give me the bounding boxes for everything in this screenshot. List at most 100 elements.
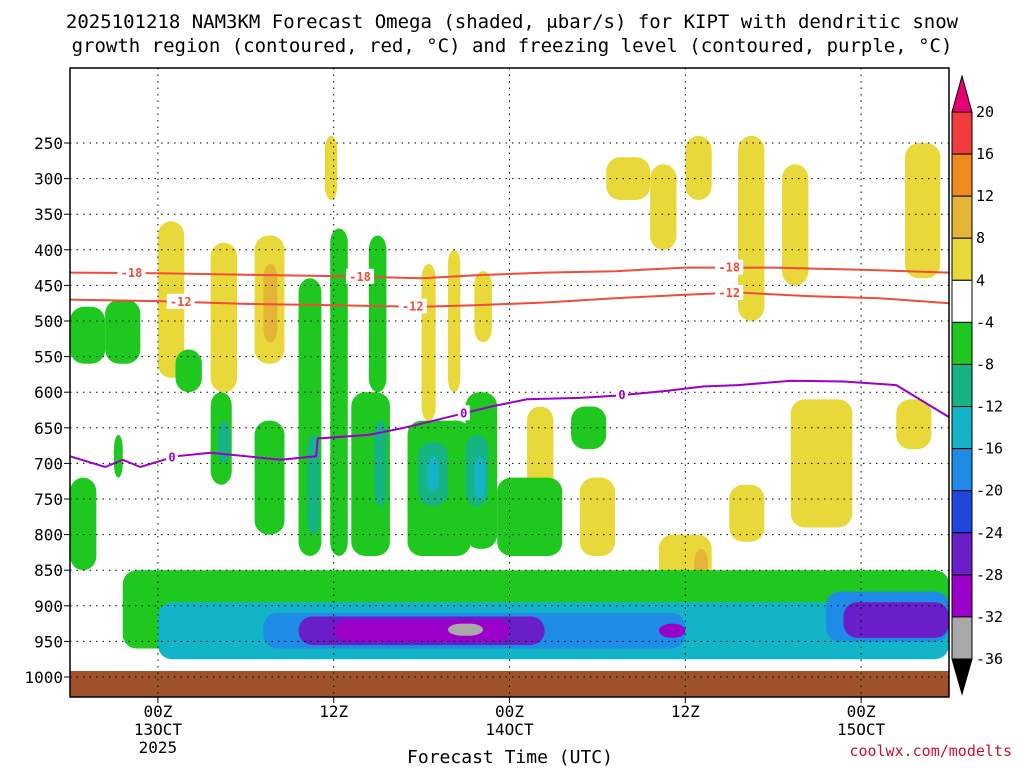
omega-region-neg28 bbox=[333, 620, 510, 642]
omega-region-pos4 bbox=[210, 242, 238, 393]
omega-region-neg4 bbox=[175, 349, 202, 393]
xtick-year-0: 2025 bbox=[139, 738, 178, 757]
zero-isotherm-line bbox=[70, 379, 949, 469]
omega-region-neg4 bbox=[105, 299, 141, 364]
colorbar-box-3 bbox=[951, 195, 973, 239]
colorbar-label: -24 bbox=[976, 524, 1003, 542]
omega-region-neg4 bbox=[497, 477, 563, 556]
contour-layer bbox=[70, 266, 949, 469]
colorbar-label: 20 bbox=[976, 103, 994, 121]
chart-title-line2: growth region (contoured, red, °C) and f… bbox=[72, 35, 953, 57]
xtick-label-0: 00Z bbox=[143, 702, 172, 721]
xtick-date-2: 14OCT bbox=[485, 720, 534, 739]
colorbar-label: -12 bbox=[976, 398, 1003, 416]
omega-region-neg4 bbox=[330, 228, 348, 556]
omega-shading-layer bbox=[70, 135, 949, 660]
minus-12-isotherm-label-bg bbox=[398, 298, 427, 314]
x-axis-title: Forecast Time (UTC) bbox=[407, 747, 613, 768]
contour-labels: -18 -18 -18 -12 -12 -12 0 0 0 bbox=[117, 259, 744, 465]
colorbar-box-8 bbox=[951, 406, 973, 450]
pressure-axis: 250 300 350 400 450 500 550 600 650 700 750 800 850 9… bbox=[24, 134, 70, 687]
xtick-label-4: 00Z bbox=[847, 702, 876, 721]
xtick-label-1: 12Z bbox=[319, 702, 348, 721]
zero-isotherm-label-bg bbox=[616, 387, 629, 403]
colorbar-box-2 bbox=[951, 153, 973, 197]
omega-region-pos4 bbox=[790, 399, 853, 528]
ytick-label-700: 700 bbox=[34, 454, 63, 473]
omega-region-pos4 bbox=[421, 264, 436, 421]
colorbar-label: 4 bbox=[976, 271, 985, 289]
minus-18-isotherm-label-bg bbox=[117, 265, 146, 281]
omega-region-neg28 bbox=[658, 623, 686, 638]
colorbar-box-5 bbox=[951, 279, 973, 323]
omega-region-neg4 bbox=[254, 420, 285, 535]
minus-12-isotherm-label: -12 bbox=[402, 300, 424, 314]
minus-12-isotherm-line bbox=[70, 291, 949, 308]
ytick-label-250: 250 bbox=[34, 134, 63, 153]
omega-region-neg4 bbox=[571, 406, 607, 450]
zero-isotherm-label-bg bbox=[165, 449, 178, 465]
minus-18-isotherm-label: -18 bbox=[349, 270, 371, 284]
colorbar-label: -8 bbox=[976, 355, 994, 373]
ytick-label-400: 400 bbox=[34, 241, 63, 260]
ytick-label-450: 450 bbox=[34, 276, 63, 295]
minus-18-isotherm-label-bg bbox=[715, 259, 744, 275]
minus-12-isotherm-label-bg bbox=[715, 284, 744, 300]
minus-12-isotherm-label: -12 bbox=[170, 295, 192, 309]
omega-region-neg4 bbox=[368, 235, 387, 393]
omega-region-neg4 bbox=[113, 434, 123, 478]
omega-region-pos4 bbox=[896, 399, 932, 450]
ytick-label-300: 300 bbox=[34, 170, 63, 189]
xtick-label-3: 12Z bbox=[671, 702, 700, 721]
colorbar: 20 16 12 8 4 -4 -8 -12 -16 -20 -24 -28 -32 -36 bbox=[951, 74, 1003, 696]
minus-12-isotherm-label: -12 bbox=[718, 286, 740, 300]
ytick-label-800: 800 bbox=[34, 526, 63, 545]
colorbar-box-10 bbox=[951, 490, 973, 534]
omega-region-pos4 bbox=[579, 477, 615, 556]
omega-region-pos4 bbox=[781, 164, 809, 286]
omega-region-pos4 bbox=[729, 484, 765, 542]
colorbar-box-9 bbox=[951, 448, 973, 492]
gridlines bbox=[70, 68, 949, 697]
ytick-label-350: 350 bbox=[34, 205, 63, 224]
colorbar-top-arrow bbox=[951, 74, 973, 113]
ytick-label-600: 600 bbox=[34, 383, 63, 402]
omega-region-pos8 bbox=[263, 264, 278, 343]
ytick-label-1000: 1000 bbox=[24, 668, 63, 687]
colorbar-label: 12 bbox=[976, 187, 994, 205]
colorbar-box-13 bbox=[951, 616, 973, 660]
colorbar-label: 16 bbox=[976, 145, 994, 163]
colorbar-label: -4 bbox=[976, 313, 994, 331]
colorbar-label: -36 bbox=[976, 650, 1003, 668]
colorbar-label: -16 bbox=[976, 440, 1003, 458]
minus-18-isotherm-label-bg bbox=[346, 268, 375, 284]
omega-region-pos4 bbox=[685, 135, 712, 200]
omega-region-neg12 bbox=[426, 456, 440, 492]
ytick-label-650: 650 bbox=[34, 419, 63, 438]
colorbar-label: -28 bbox=[976, 566, 1003, 584]
omega-region-neg24 bbox=[843, 602, 949, 638]
colorbar-box-11 bbox=[951, 532, 973, 576]
colorbar-box-6 bbox=[951, 321, 973, 365]
colorbar-box-4 bbox=[951, 237, 973, 281]
minus-12-isotherm-label-bg bbox=[166, 293, 195, 309]
colorbar-box-12 bbox=[951, 574, 973, 618]
credit-text: coolwx.com/modelts bbox=[849, 742, 1012, 760]
omega-region-neg32 bbox=[447, 623, 484, 636]
omega-region-neg4 bbox=[70, 477, 97, 571]
ytick-label-500: 500 bbox=[34, 312, 63, 331]
omega-region-pos4 bbox=[606, 157, 651, 200]
zero-isotherm-label-bg bbox=[457, 405, 470, 421]
omega-region-neg4 bbox=[70, 306, 106, 364]
xtick-date-4: 15OCT bbox=[837, 720, 886, 739]
ytick-label-550: 550 bbox=[34, 348, 63, 367]
chart-title-line1: 2025101218 NAM3KM Forecast Omega (shaded… bbox=[66, 11, 959, 33]
ytick-label-850: 850 bbox=[34, 561, 63, 580]
zero-isotherm-label: 0 bbox=[168, 450, 175, 464]
xtick-label-2: 00Z bbox=[495, 702, 524, 721]
omega-region-neg8 bbox=[374, 420, 387, 507]
ytick-label-750: 750 bbox=[34, 490, 63, 509]
colorbar-label: -20 bbox=[976, 482, 1003, 500]
